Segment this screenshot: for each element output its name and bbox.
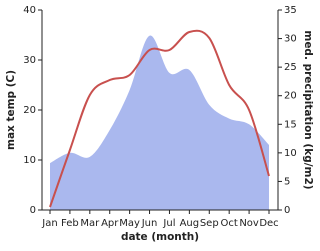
y-tick-label: 10 <box>23 155 36 166</box>
x-tick-label: Jul <box>162 218 175 229</box>
y-tick-label: 30 <box>23 55 36 66</box>
x-tick-label: May <box>119 218 140 229</box>
y2-tick-label: 0 <box>284 205 290 216</box>
y2-tick-label: 30 <box>284 34 297 45</box>
temperature-line <box>49 29 270 208</box>
x-tick-label: Feb <box>61 218 79 229</box>
y2-tick-label: 35 <box>284 5 297 16</box>
chart: date (month) max temp (C) med. precipita… <box>5 5 314 243</box>
precipitation-area <box>50 35 269 211</box>
y2-tick-label: 15 <box>284 119 297 130</box>
y-tick-label: 40 <box>23 5 36 16</box>
x-tick-label: Apr <box>101 218 119 229</box>
x-tick-label: Nov <box>239 218 259 229</box>
y-tick-label: 0 <box>30 205 36 216</box>
x-tick-label: Mar <box>80 218 100 229</box>
y2-axis-label: med. precipitation (kg/m2) <box>302 30 314 189</box>
y-axis-label: max temp (C) <box>5 70 17 150</box>
x-tick-label: Sep <box>200 218 219 229</box>
x-axis-label: date (month) <box>121 231 199 243</box>
y-tick-label: 20 <box>23 105 36 116</box>
y2-tick-label: 20 <box>284 91 297 102</box>
x-tick-label: Jan <box>41 218 57 229</box>
y2-tick-label: 10 <box>284 148 297 159</box>
x-tick-label: Jun <box>141 218 158 229</box>
y2-tick-label: 5 <box>284 176 290 187</box>
x-tick-label: Dec <box>259 218 278 229</box>
x-tick-label: Oct <box>221 218 238 229</box>
y2-tick-label: 25 <box>284 62 297 73</box>
x-tick-label: Aug <box>180 218 200 229</box>
